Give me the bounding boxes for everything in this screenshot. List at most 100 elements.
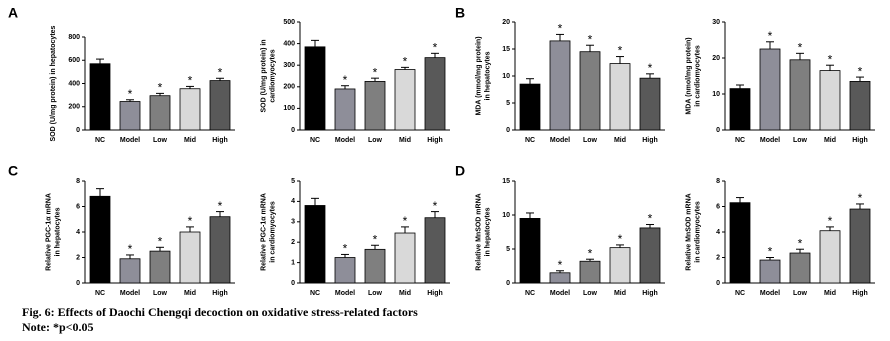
y-axis-label-line: in cardiomyocytes <box>694 45 701 107</box>
x-tick-label: Mid <box>614 137 626 144</box>
y-tick-label: 10 <box>502 73 510 80</box>
significance-mark: * <box>558 22 563 36</box>
bar <box>394 69 416 131</box>
significance-mark: * <box>858 191 863 205</box>
y-axis-label-line: in cardiomyocytes <box>694 201 701 263</box>
y-axis-label: Relative MnSOD mRNA in hepatocytes <box>475 193 491 270</box>
y-tick-label: 800 <box>68 34 80 41</box>
y-tick-label: 6 <box>76 203 80 210</box>
bar <box>424 57 446 131</box>
x-tick-label: Mid <box>614 290 626 297</box>
significance-mark: * <box>218 65 223 79</box>
bar <box>119 258 141 284</box>
bar <box>849 208 871 284</box>
x-tick-label: High <box>642 137 658 144</box>
bar <box>579 51 601 131</box>
bar <box>424 217 446 284</box>
x-tick-label: Mid <box>184 137 196 144</box>
bar <box>179 88 201 131</box>
bar <box>89 195 111 284</box>
y-axis-label-line: SOD (U/mg protein) in <box>260 39 267 112</box>
significance-mark: * <box>218 199 223 213</box>
y-tick-label: 600 <box>68 57 80 64</box>
bar <box>89 63 111 131</box>
y-tick-label: 5 <box>506 246 510 253</box>
x-tick-label: Mid <box>184 290 196 297</box>
bar <box>364 248 386 284</box>
bar <box>729 88 751 131</box>
x-tick-label: High <box>852 290 868 297</box>
significance-mark: * <box>828 52 833 66</box>
significance-mark: * <box>858 64 863 78</box>
y-axis-label-line: in cardiomyocytes <box>269 201 276 263</box>
significance-mark: * <box>188 74 193 88</box>
x-tick-label: Low <box>368 290 383 297</box>
significance-mark: * <box>343 242 348 256</box>
x-tick-label: NC <box>525 290 535 297</box>
y-axis-label-line: Relative MnSOD mRNA <box>475 193 482 270</box>
x-tick-label: Low <box>583 137 598 144</box>
y-axis-label: SOD (U/mg protein) in cardiomyocytes <box>260 39 276 112</box>
y-tick-label: 0 <box>76 280 80 287</box>
y-tick-label: 0 <box>506 280 510 287</box>
caption-note: Note: *p<0.05 <box>22 320 94 334</box>
bar <box>149 250 171 284</box>
x-tick-label: High <box>427 290 443 297</box>
significance-mark: * <box>373 232 378 246</box>
significance-mark: * <box>618 44 623 58</box>
x-tick-label: Low <box>583 290 598 297</box>
y-axis-label-line: Relative PGC-1α mRNA <box>45 193 52 271</box>
x-tick-label: NC <box>95 137 105 144</box>
x-tick-label: Low <box>368 137 383 144</box>
bar <box>304 46 326 131</box>
panel-letter: A <box>8 5 18 21</box>
caption: Fig. 6: Effects of Daochi Chengqi decoct… <box>22 305 418 319</box>
y-axis-label-line: Relative MnSOD mRNA <box>685 193 692 270</box>
significance-mark: * <box>373 65 378 79</box>
x-tick-label: NC <box>525 137 535 144</box>
bar <box>789 59 811 131</box>
x-tick-label: NC <box>310 290 320 297</box>
x-tick-label: Low <box>153 137 168 144</box>
bar <box>209 80 231 131</box>
x-tick-label: NC <box>95 290 105 297</box>
bar <box>304 205 326 284</box>
panel-letter: C <box>8 163 18 179</box>
y-tick-label: 30 <box>712 19 720 26</box>
y-tick-label: 1 <box>291 259 295 266</box>
y-axis-label-line: Relative PGC-1α mRNA <box>260 193 267 271</box>
x-tick-label: High <box>212 290 228 297</box>
significance-mark: * <box>768 245 773 259</box>
x-tick-label: High <box>642 290 658 297</box>
bar <box>639 227 661 284</box>
significance-mark: * <box>158 234 163 248</box>
bar <box>849 81 871 131</box>
y-tick-label: 0 <box>716 280 720 287</box>
y-axis-label: SOD (U/mg protein) in hepatocytes <box>50 25 57 141</box>
y-axis-label-line: MDA (mmol/mg protein) <box>475 36 482 115</box>
bar <box>729 202 751 284</box>
x-tick-label: Low <box>793 137 808 144</box>
significance-mark: * <box>558 258 563 272</box>
x-tick-label: Model <box>120 137 140 144</box>
bar <box>179 231 201 284</box>
x-tick-label: Model <box>760 290 780 297</box>
significance-mark: * <box>618 232 623 246</box>
significance-mark: * <box>403 55 408 69</box>
y-axis-label: Relative PGC-1α mRNA in hepatocytes <box>45 193 61 271</box>
significance-mark: * <box>433 199 438 213</box>
significance-mark: * <box>588 246 593 260</box>
y-tick-label: 10 <box>712 91 720 98</box>
bar <box>209 216 231 284</box>
y-tick-label: 2 <box>716 254 720 261</box>
y-tick-label: 4 <box>291 198 295 205</box>
bar <box>759 48 781 131</box>
y-axis-label: MDA (mmol/mg protein) in hepatocytes <box>475 36 491 115</box>
x-tick-label: Model <box>550 290 570 297</box>
y-tick-label: 6 <box>716 203 720 210</box>
y-tick-label: 0 <box>506 127 510 134</box>
bar <box>759 259 781 284</box>
x-tick-label: NC <box>735 137 745 144</box>
bar <box>519 83 541 131</box>
